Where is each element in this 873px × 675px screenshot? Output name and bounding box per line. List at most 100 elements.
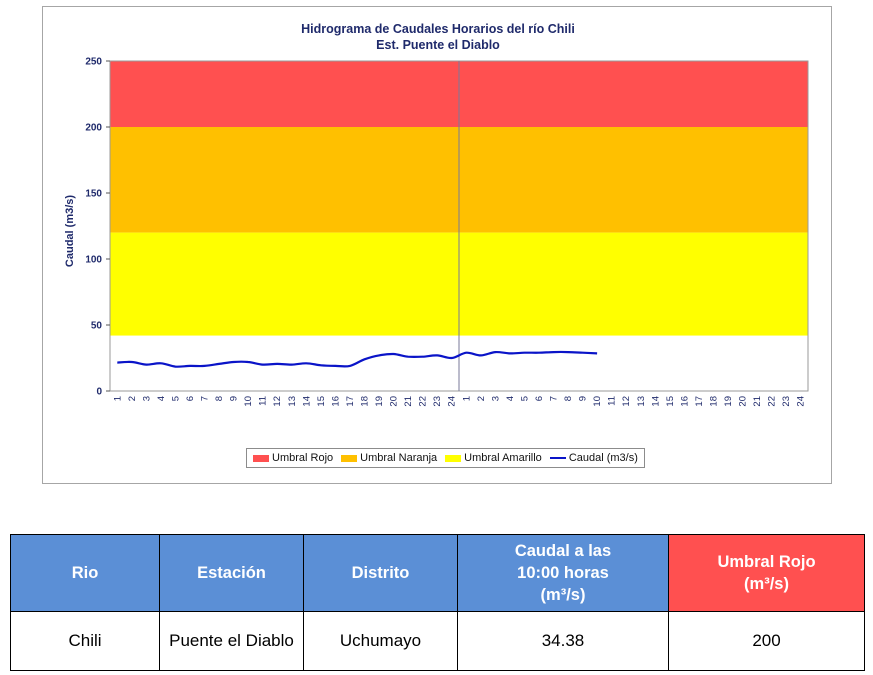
legend-label-caudal: Caudal (m3/s) [568,452,638,464]
header-caudal-line3: (m³/s) [540,586,586,604]
data-point-0 [116,361,118,363]
legend-label-amarillo: Umbral Amarillo [464,452,542,464]
x-tick-label-9: 10 [243,396,254,407]
x-tick-label-29: 6 [534,396,545,401]
x-tick-label-34: 11 [607,396,618,406]
x-tick-label-15: 16 [330,396,341,407]
x-tick-label-32: 9 [578,396,589,401]
data-point-17 [363,358,365,360]
data-point-11 [276,363,278,365]
y-tick-label-2: 100 [85,255,102,266]
x-tick-label-18: 19 [374,396,385,407]
x-tick-label-41: 18 [708,396,719,407]
x-tick-label-40: 17 [694,396,705,407]
x-tick-label-30: 7 [549,396,560,401]
data-point-4 [174,365,176,367]
cell-rio: Chili [10,611,160,671]
legend-swatch-naranja [341,454,358,462]
x-tick-label-20: 21 [403,396,414,407]
x-tick-label-38: 15 [665,396,676,407]
data-point-3 [160,362,162,364]
legend-item-amarillo: Umbral Amarillo [445,452,542,464]
cell-umbral: 200 [668,611,865,671]
data-point-25 [480,354,482,356]
x-tick-label-31: 8 [563,396,574,401]
data-point-13 [305,362,307,364]
info-table: Rio Estación Distrito Caudal a las 10:00… [10,534,865,671]
data-point-5 [189,365,191,367]
cell-estacion: Puente el Diablo [159,611,304,671]
data-point-29 [538,352,540,354]
data-point-14 [320,364,322,366]
data-point-21 [421,355,423,357]
x-tick-label-13: 14 [301,396,312,407]
legend-swatch-rojo [253,454,269,462]
data-point-27 [509,352,511,354]
header-distrito: Distrito [303,534,458,612]
x-tick-label-3: 4 [156,396,167,401]
data-point-26 [494,351,496,353]
data-point-8 [232,361,234,363]
y-axis-title: Caudal (m3/s) [64,195,76,267]
data-point-12 [291,363,293,365]
x-tick-label-17: 18 [359,396,370,407]
x-tick-label-46: 23 [781,396,792,407]
x-tick-label-24: 1 [461,396,472,401]
chart-subtitle: Est. Puente el Diablo [376,38,500,52]
data-point-16 [349,365,351,367]
x-tick-label-21: 22 [418,396,429,407]
legend-item-naranja: Umbral Naranja [341,452,437,464]
header-umbral-line2: (m³/s) [744,575,789,593]
data-point-30 [552,351,554,353]
x-tick-label-42: 19 [723,396,734,407]
legend-swatch-amarillo [445,454,462,462]
x-tick-label-12: 13 [287,396,298,407]
x-tick-label-5: 6 [185,396,196,401]
x-tick-label-7: 8 [214,396,225,401]
y-tick-label-1: 50 [91,321,103,332]
data-point-10 [261,363,263,365]
data-point-19 [392,353,394,355]
y-tick-label-0: 0 [96,387,102,398]
data-point-32 [581,352,583,354]
series-line-caudal [117,350,598,368]
x-tick-label-4: 5 [170,396,181,401]
legend-item-caudal: Caudal (m3/s) [549,452,638,464]
data-point-22 [436,354,438,356]
header-umbral-line1: Umbral Rojo [717,553,816,571]
x-tick-label-2: 3 [141,396,152,401]
y-tick-label-5: 250 [85,57,102,68]
y-tick-label-3: 150 [85,189,102,200]
x-tick-label-37: 14 [650,396,661,407]
legend-item-rojo: Umbral Rojo [253,452,333,464]
x-tick-label-25: 2 [476,396,487,401]
header-caudal-line1: Caudal a las [514,542,612,560]
x-tick-label-28: 5 [519,396,530,401]
chart-legend: Umbral Rojo Umbral Naranja Umbral Amaril… [246,448,645,468]
x-tick-label-33: 10 [592,396,603,407]
x-tick-label-45: 22 [767,396,778,407]
data-point-24 [465,352,467,354]
x-tick-label-39: 16 [679,396,690,407]
cell-caudal: 34.38 [457,611,669,671]
data-point-18 [378,354,380,356]
table-row: Chili Puente el Diablo Uchumayo 34.38 20… [10,611,865,671]
x-tick-label-1: 2 [127,396,138,401]
x-tick-label-22: 23 [432,396,443,407]
x-tick-label-19: 20 [389,396,400,407]
x-tick-label-43: 20 [738,396,749,407]
y-tick-label-4: 200 [85,123,102,134]
x-tick-label-23: 24 [447,396,458,407]
x-tick-label-14: 15 [316,396,327,407]
data-point-28 [523,352,525,354]
data-point-2 [145,363,147,365]
cell-distrito: Uchumayo [303,611,458,671]
chart-title: Hidrograma de Caudales Horarios del río … [301,22,575,36]
x-tick-label-35: 12 [621,396,632,407]
data-point-15 [334,365,336,367]
data-point-20 [407,355,409,357]
data-point-7 [218,363,220,365]
chart-frame: Hidrograma de Caudales Horarios del río … [42,6,832,484]
table-header-row: Rio Estación Distrito Caudal a las 10:00… [10,534,865,612]
x-tick-label-27: 4 [505,396,516,401]
